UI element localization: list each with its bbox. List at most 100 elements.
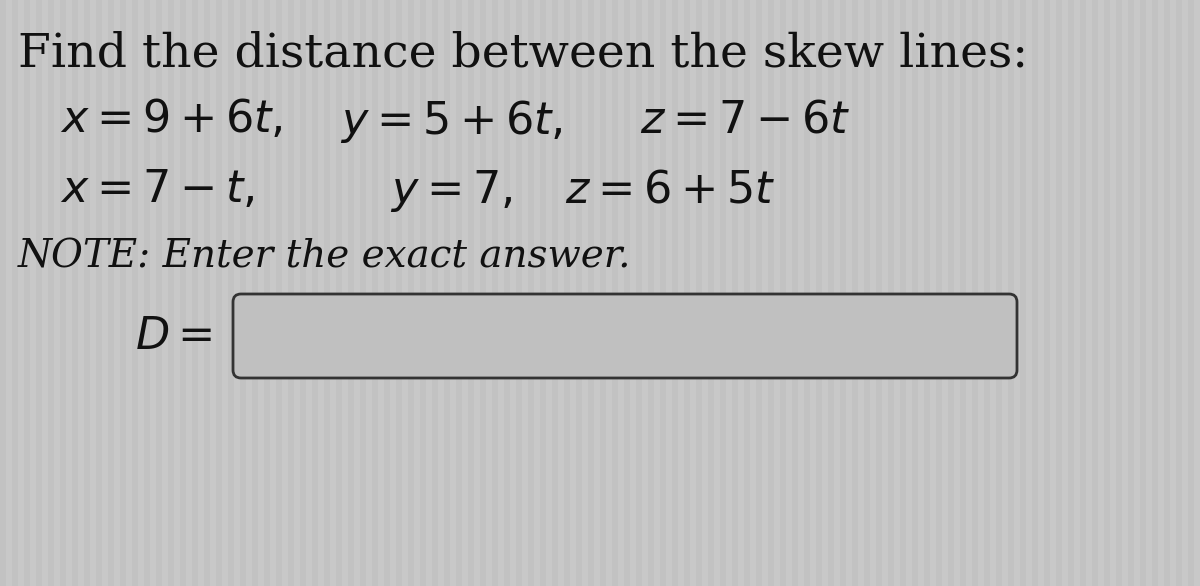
Bar — [504, 0, 510, 586]
Bar — [432, 0, 438, 586]
Bar — [1128, 0, 1134, 586]
Bar — [240, 0, 246, 586]
Text: $y = 7,$: $y = 7,$ — [390, 168, 512, 214]
Bar — [660, 0, 666, 586]
Bar — [984, 0, 990, 586]
Bar — [420, 0, 426, 586]
Text: $x = 9 + 6t,$: $x = 9 + 6t,$ — [60, 98, 283, 141]
Bar — [972, 0, 978, 586]
Bar — [624, 0, 630, 586]
Bar — [312, 0, 318, 586]
Bar — [36, 0, 42, 586]
Bar — [360, 0, 366, 586]
Bar — [48, 0, 54, 586]
Bar — [1152, 0, 1158, 586]
Bar — [636, 0, 642, 586]
Bar — [1140, 0, 1146, 586]
Bar — [228, 0, 234, 586]
Bar — [132, 0, 138, 586]
Bar — [888, 0, 894, 586]
Text: $x = 7 - t,$: $x = 7 - t,$ — [60, 168, 254, 211]
Text: Find the distance between the skew lines:: Find the distance between the skew lines… — [18, 31, 1028, 76]
Bar — [912, 0, 918, 586]
Text: $z = 7 - 6t$: $z = 7 - 6t$ — [640, 98, 850, 141]
Bar — [180, 0, 186, 586]
Bar — [1068, 0, 1074, 586]
Bar — [900, 0, 906, 586]
Bar — [372, 0, 378, 586]
Text: $z = 6 + 5t$: $z = 6 + 5t$ — [565, 168, 775, 211]
Bar — [852, 0, 858, 586]
Bar — [876, 0, 882, 586]
Bar — [864, 0, 870, 586]
Bar — [1164, 0, 1170, 586]
Bar — [540, 0, 546, 586]
Bar — [264, 0, 270, 586]
Bar — [756, 0, 762, 586]
Bar — [816, 0, 822, 586]
Bar — [1020, 0, 1026, 586]
Bar — [732, 0, 738, 586]
Bar — [108, 0, 114, 586]
Bar — [516, 0, 522, 586]
Bar — [588, 0, 594, 586]
Bar — [648, 0, 654, 586]
Bar — [612, 0, 618, 586]
Bar — [492, 0, 498, 586]
Bar — [768, 0, 774, 586]
Bar — [720, 0, 726, 586]
Bar — [60, 0, 66, 586]
FancyBboxPatch shape — [233, 294, 1018, 378]
Bar — [696, 0, 702, 586]
Bar — [12, 0, 18, 586]
Bar — [1080, 0, 1086, 586]
Bar — [780, 0, 786, 586]
Bar — [348, 0, 354, 586]
Bar — [84, 0, 90, 586]
Bar — [600, 0, 606, 586]
Bar — [672, 0, 678, 586]
Bar — [924, 0, 930, 586]
Bar — [468, 0, 474, 586]
Bar — [684, 0, 690, 586]
Bar — [324, 0, 330, 586]
Bar — [1116, 0, 1122, 586]
Bar — [552, 0, 558, 586]
Bar — [288, 0, 294, 586]
Bar — [828, 0, 834, 586]
Bar — [948, 0, 954, 586]
Bar — [840, 0, 846, 586]
Bar — [792, 0, 798, 586]
Bar — [144, 0, 150, 586]
Bar — [396, 0, 402, 586]
Text: $D =$: $D =$ — [134, 315, 212, 357]
Bar — [336, 0, 342, 586]
Text: NOTE: Enter the exact answer.: NOTE: Enter the exact answer. — [18, 238, 631, 275]
Bar — [1032, 0, 1038, 586]
Bar — [408, 0, 414, 586]
Bar — [276, 0, 282, 586]
Bar — [1056, 0, 1062, 586]
Bar — [708, 0, 714, 586]
Bar — [444, 0, 450, 586]
Bar — [156, 0, 162, 586]
Bar — [1008, 0, 1014, 586]
Bar — [744, 0, 750, 586]
Bar — [1044, 0, 1050, 586]
Bar — [1092, 0, 1098, 586]
Bar — [192, 0, 198, 586]
Bar — [1104, 0, 1110, 586]
Bar — [1188, 0, 1194, 586]
Bar — [576, 0, 582, 586]
Bar — [528, 0, 534, 586]
Bar — [1176, 0, 1182, 586]
Bar — [0, 0, 6, 586]
Bar — [72, 0, 78, 586]
Bar — [804, 0, 810, 586]
Bar — [996, 0, 1002, 586]
Bar — [564, 0, 570, 586]
Bar — [300, 0, 306, 586]
Bar — [936, 0, 942, 586]
Bar — [120, 0, 126, 586]
Bar — [216, 0, 222, 586]
